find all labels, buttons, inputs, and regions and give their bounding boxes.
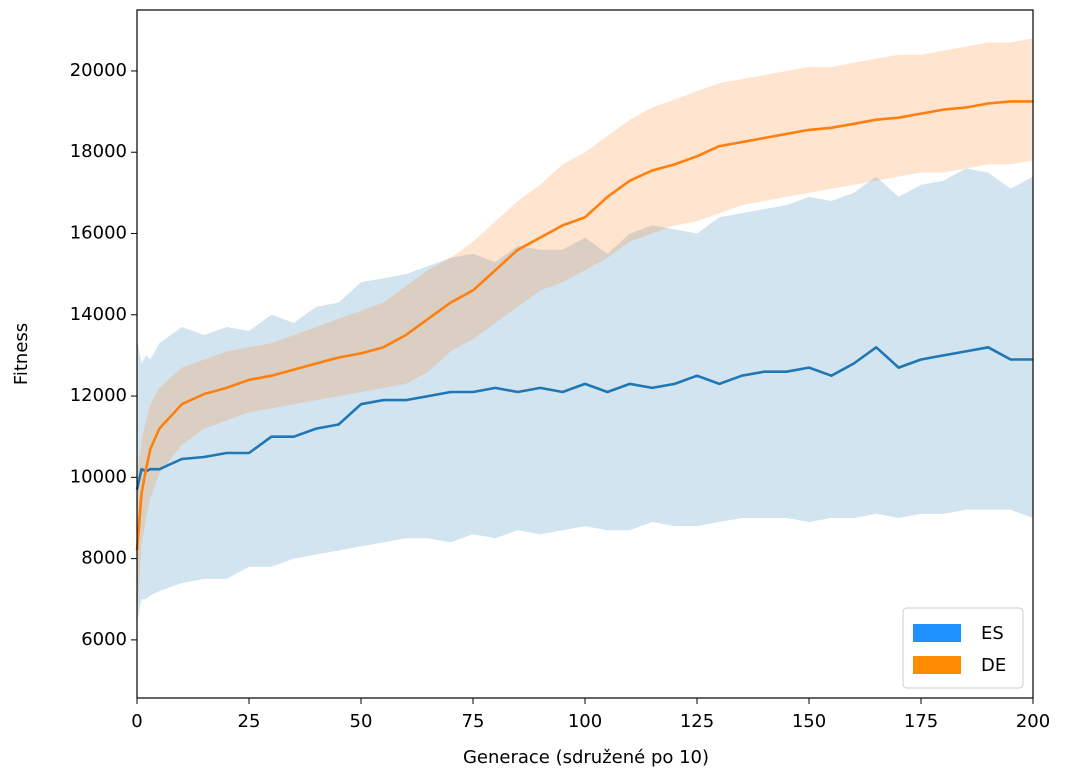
- band: [137, 168, 1033, 624]
- y-tick-label: 12000: [70, 385, 127, 406]
- y-tick-label: 20000: [70, 60, 127, 81]
- x-tick-label: 25: [238, 711, 261, 732]
- y-tick-label: 10000: [70, 466, 127, 487]
- y-tick-label: 16000: [70, 223, 127, 244]
- x-tick-label: 175: [904, 711, 938, 732]
- x-axis-label: Generace (sdružené po 10): [463, 747, 709, 768]
- y-axis-label: Fitness: [11, 323, 32, 385]
- x-tick-label: 50: [350, 711, 373, 732]
- line: [135, 346, 1033, 490]
- y-tick-label: 8000: [81, 548, 127, 569]
- y-tick-label: 6000: [81, 629, 127, 650]
- legend-swatch: [913, 656, 961, 674]
- x-tick-label: 0: [131, 711, 142, 732]
- legend-swatch: [913, 624, 961, 642]
- legend-box: [902, 607, 1024, 689]
- x-tick-label: 75: [462, 711, 485, 732]
- legend-label: ES: [981, 623, 1004, 644]
- y-tick-label: 14000: [70, 304, 127, 325]
- x-tick-label: 150: [792, 711, 826, 732]
- x-tick-label: 100: [568, 711, 602, 732]
- band: [137, 38, 1033, 620]
- legend-label: DE: [981, 655, 1006, 676]
- x-tick-label: 200: [1016, 711, 1050, 732]
- y-tick-label: 18000: [70, 141, 127, 162]
- x-tick-label: 125: [680, 711, 714, 732]
- line: [135, 100, 1033, 551]
